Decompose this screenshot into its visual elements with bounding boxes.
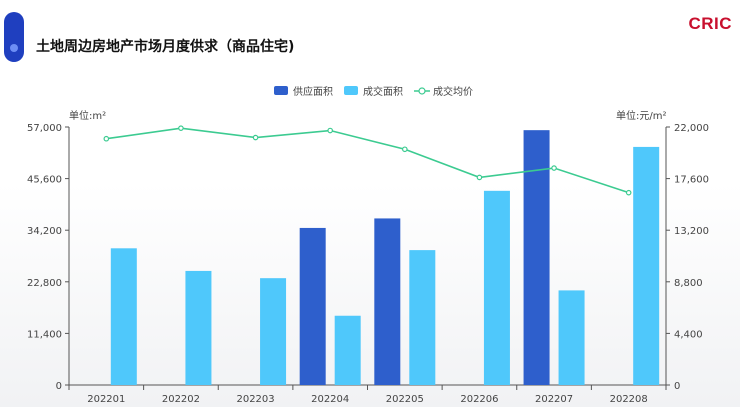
chart-axes: 0 11,400 22,800 34,200 45,600 57,000 0 4,400 8,8… <box>27 123 709 405</box>
y-right-tick-label: 22,000 <box>674 123 709 134</box>
y-right-tick-label: 8,800 <box>674 278 703 289</box>
y-right-tick-label: 4,400 <box>674 329 703 340</box>
legend-label: 成交面积 <box>363 85 403 98</box>
y-left-tick-label: 34,200 <box>27 226 62 237</box>
legend-swatch-deal-area <box>344 86 358 95</box>
y-left-tick-label: 45,600 <box>27 175 62 186</box>
chart-bars <box>110 130 660 385</box>
supply-bar <box>374 218 401 385</box>
legend-label: 供应面积 <box>293 85 333 98</box>
y-axis-right-label: 单位:元/m² <box>616 109 667 122</box>
avg-price-point <box>625 189 632 196</box>
header-accent-icon <box>4 12 24 62</box>
brand-logo: CRIC <box>688 14 732 33</box>
y-left-tick-label: 11,400 <box>27 329 62 340</box>
deal-area-bar <box>633 146 660 385</box>
y-axis-left-label: 单位:m² <box>69 109 106 122</box>
legend-swatch-supply <box>274 86 288 95</box>
y-right-tick-label: 0 <box>674 381 680 392</box>
avg-price-point <box>551 165 557 171</box>
supply-bar <box>299 227 326 385</box>
deal-area-bar <box>558 290 585 385</box>
chart-legend: 供应面积 成交面积 成交均价 <box>274 85 473 98</box>
x-tick-label: 202205 <box>386 394 424 405</box>
avg-price-point <box>178 125 184 131</box>
x-tick-label: 202206 <box>460 394 498 405</box>
deal-area-bar <box>185 270 212 385</box>
y-left-tick-label: 0 <box>56 381 62 392</box>
chart-line <box>103 125 632 196</box>
y-left-tick-label: 22,800 <box>27 278 62 289</box>
x-tick-label: 202201 <box>87 394 125 405</box>
deal-area-bar <box>334 315 361 385</box>
supply-bar <box>523 130 550 385</box>
x-tick-label: 202204 <box>311 394 349 405</box>
y-left-tick-label: 57,000 <box>27 123 62 134</box>
deal-area-bar <box>483 190 510 385</box>
avg-price-point <box>402 146 408 153</box>
avg-price-point <box>252 134 259 141</box>
header-accent-dot <box>10 44 18 52</box>
x-tick-label: 202202 <box>162 394 200 405</box>
legend-label: 成交均价 <box>433 85 473 98</box>
page-title: 土地周边房地产市场月度供求（商品住宅) <box>36 39 295 55</box>
avg-price-point <box>476 174 483 181</box>
y-right-tick-label: 17,600 <box>674 175 709 186</box>
deal-area-bar <box>260 278 287 385</box>
legend-swatch-avg-price-dot <box>418 87 426 95</box>
deal-area-bar <box>110 248 137 385</box>
avg-price-line <box>106 127 629 194</box>
y-right-tick-label: 13,200 <box>674 226 709 237</box>
x-tick-label: 202207 <box>535 394 573 405</box>
x-tick-label: 202203 <box>236 394 274 405</box>
avg-price-point <box>327 127 333 134</box>
deal-area-bar <box>409 250 436 385</box>
avg-price-point <box>103 135 110 142</box>
x-tick-label: 202208 <box>610 394 648 405</box>
